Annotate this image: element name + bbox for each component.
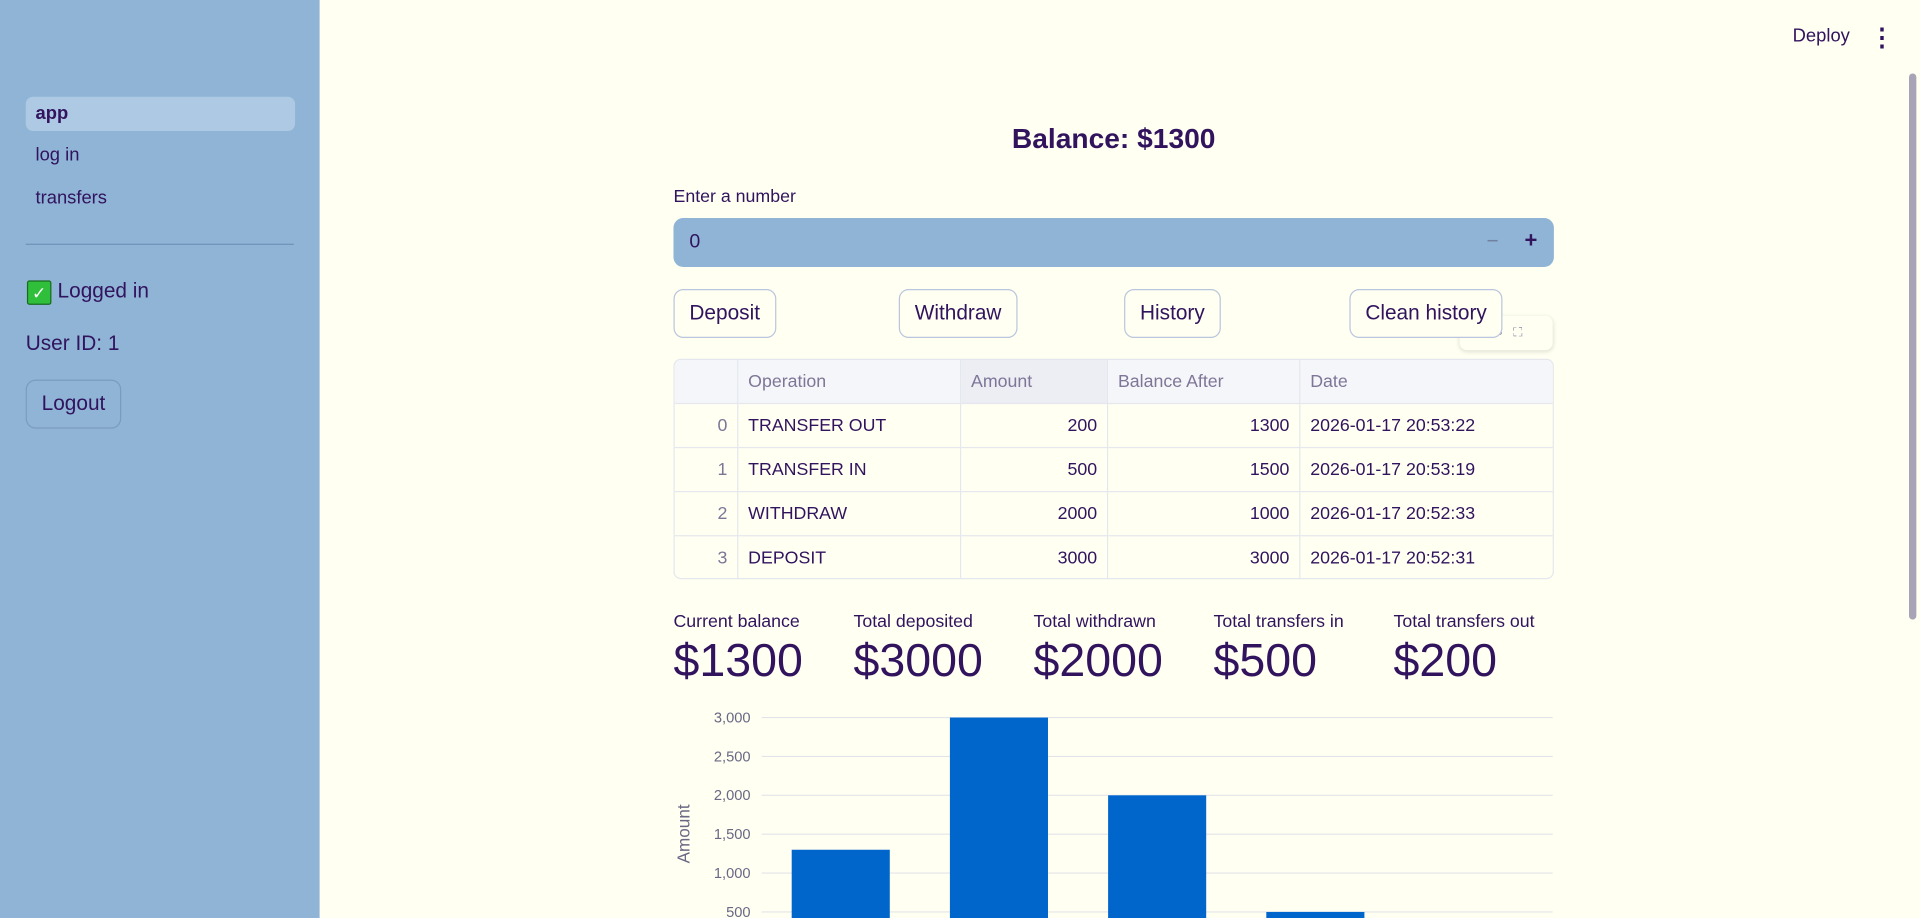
bar: [1266, 911, 1365, 918]
y-tick-label: 2,000: [714, 788, 751, 804]
divider: [25, 243, 294, 245]
input-label: Enter a number: [673, 187, 796, 207]
chart: 500 1,000 1,500 2,000 2,500 3,000 Amount: [673, 710, 1553, 918]
column-header: Balance After: [1108, 360, 1301, 405]
table-cell: 200: [961, 404, 1109, 449]
table-cell: WITHDRAW: [738, 492, 962, 537]
y-tick-label: 1,500: [714, 827, 751, 843]
table-cell: DEPOSIT: [738, 536, 962, 578]
table-cell: 2026-01-17 20:53:22: [1300, 404, 1553, 449]
table-cell: 2026-01-17 20:53:19: [1300, 448, 1553, 493]
input-value: 0: [689, 231, 701, 253]
metric-value: $2000: [1033, 635, 1163, 687]
bar: [1108, 795, 1207, 918]
sidebar: app log in transfers ✓ Logged in User ID…: [0, 0, 320, 918]
y-tick-label: 1,000: [714, 866, 751, 882]
increment[interactable]: +: [1524, 227, 1538, 253]
deploy-button[interactable]: Deploy: [1792, 25, 1850, 47]
table-cell: 2000: [961, 492, 1109, 537]
table-cell: 3: [675, 536, 739, 578]
menu-button[interactable]: ⋮: [1869, 24, 1895, 52]
table-cell: 500: [961, 448, 1109, 493]
table-cell: 0: [674, 404, 739, 449]
data-table: Operation Amount Balance After Date 0 TRANSFE…: [673, 358, 1554, 580]
y-tick-label: 2,500: [714, 749, 751, 765]
action-button[interactable]: Deposit: [673, 288, 776, 338]
scrollbar[interactable]: [1908, 73, 1917, 620]
metric-value: $500: [1213, 635, 1318, 687]
index-header: [674, 360, 739, 405]
bar: [791, 849, 890, 918]
number-input[interactable]: 0 − +: [673, 217, 1554, 267]
nav-link[interactable]: transfers: [35, 187, 107, 209]
metric-value: $3000: [853, 635, 983, 687]
user-id: User ID: 1: [25, 331, 120, 356]
table-cell: 3000: [961, 536, 1109, 578]
nav-link[interactable]: app: [25, 96, 296, 132]
decrement[interactable]: −: [1486, 228, 1499, 253]
metric-value: $200: [1393, 635, 1498, 687]
action-button[interactable]: Clean history: [1349, 288, 1503, 338]
nav-link[interactable]: log in: [35, 144, 80, 166]
bar: [949, 717, 1048, 918]
metric-label: Total withdrawn: [1033, 612, 1156, 632]
y-tick-label: 500: [726, 905, 751, 918]
metric-label: Current balance: [673, 612, 800, 632]
check-icon: ✓: [26, 280, 52, 305]
y-axis-label: Amount: [673, 804, 693, 863]
logout-button[interactable]: Logout: [25, 379, 122, 429]
status: Logged in: [57, 279, 150, 303]
metric-label: Total transfers in: [1213, 612, 1344, 632]
metric-label: Total deposited: [853, 612, 973, 632]
y-tick-label: 3,000: [714, 710, 751, 726]
column-header: Amount: [961, 360, 1109, 405]
table-cell: 3000: [1108, 536, 1301, 578]
table-cell: 2026-01-17 20:52:33: [1300, 492, 1553, 537]
column-header: Operation: [738, 360, 962, 405]
table-cell: TRANSFER OUT: [738, 404, 962, 449]
table-cell: 1: [674, 448, 739, 493]
table-cell: 1000: [1108, 492, 1301, 537]
action-button[interactable]: History: [1124, 288, 1221, 338]
table-cell: 2026-01-17 20:52:31: [1300, 536, 1552, 578]
column-header: Date: [1300, 360, 1553, 405]
metric-value: $1300: [673, 635, 803, 687]
metric-label: Total transfers out: [1393, 612, 1535, 632]
table-cell: 2: [674, 492, 739, 537]
title: Balance: $1300: [1011, 122, 1216, 155]
action-button[interactable]: Withdraw: [898, 288, 1018, 338]
table-cell: 1300: [1108, 404, 1301, 449]
table-cell: TRANSFER IN: [738, 448, 962, 493]
table-cell: 1500: [1108, 448, 1301, 493]
